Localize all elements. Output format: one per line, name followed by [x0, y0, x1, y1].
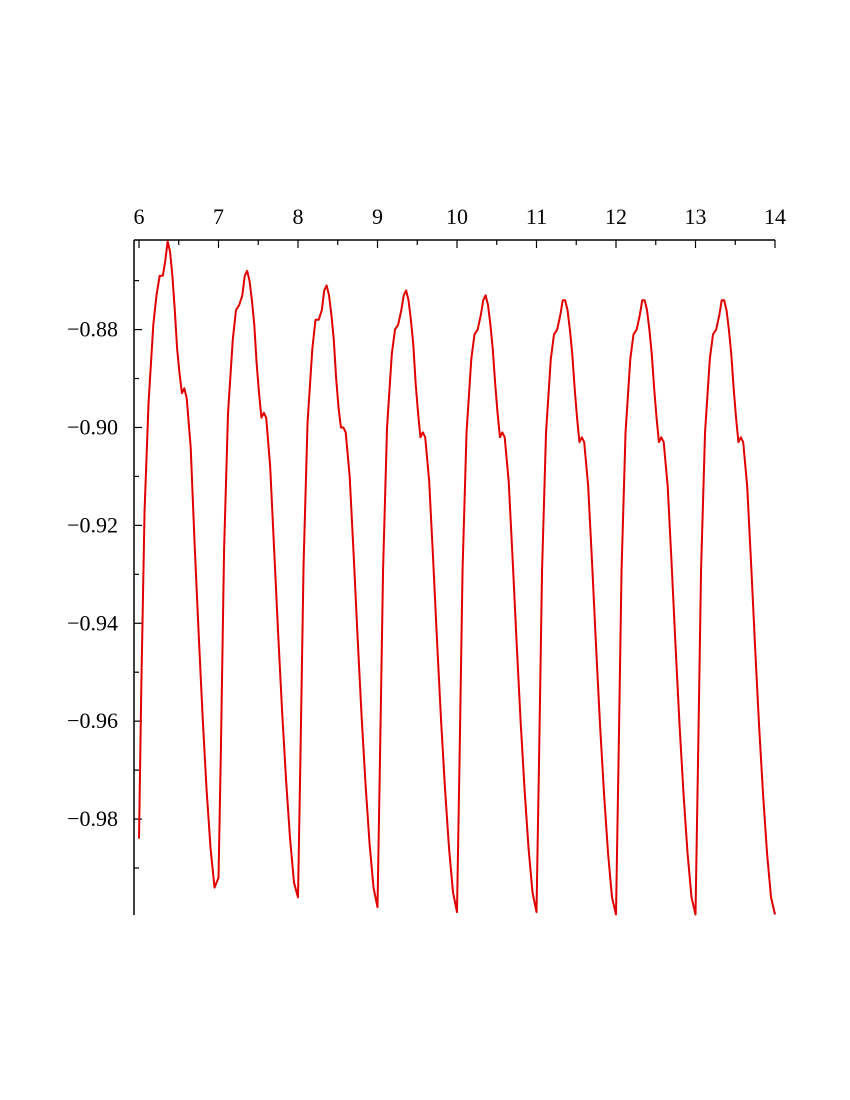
y-tick-label: −0.92: [67, 512, 118, 537]
series-line-0: [138, 240, 776, 916]
y-tick-label: −0.94: [67, 610, 118, 635]
x-tick-label: 9: [372, 204, 383, 229]
axes: [133, 239, 775, 915]
plot-area: [138, 240, 776, 916]
x-tick-label: 6: [134, 204, 145, 229]
y-tick-label: −0.98: [67, 806, 118, 831]
x-ticks: 6 7 8 9 10 11 12 13 14: [134, 204, 786, 248]
y-ticks: −0.88 −0.90 −0.92 −0.94 −0.96 −0.98: [67, 280, 142, 869]
x-tick-label: 14: [764, 204, 786, 229]
x-tick-label: 11: [526, 204, 547, 229]
x-tick-label: 8: [293, 204, 304, 229]
x-tick-label: 10: [446, 204, 468, 229]
x-tick-label: 12: [605, 204, 627, 229]
x-tick-label: 7: [213, 204, 224, 229]
y-tick-label: −0.90: [67, 414, 118, 439]
y-tick-label: −0.96: [67, 708, 118, 733]
y-tick-label: −0.88: [67, 317, 118, 342]
x-tick-label: 13: [685, 204, 707, 229]
